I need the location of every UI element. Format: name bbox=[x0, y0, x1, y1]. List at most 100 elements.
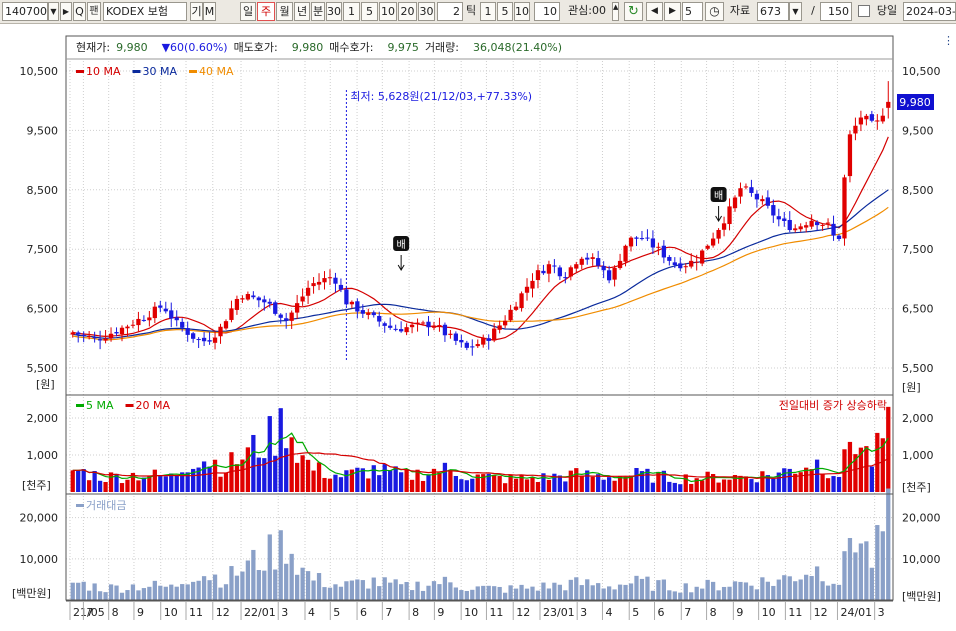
candle-body bbox=[431, 325, 437, 328]
amount-bar bbox=[804, 574, 809, 600]
period-button-8[interactable]: 10 bbox=[379, 2, 397, 21]
candle-body bbox=[585, 257, 590, 260]
data-count-select[interactable]: 673 bbox=[757, 2, 789, 21]
candle-body bbox=[880, 115, 885, 122]
amount-bar bbox=[738, 581, 743, 600]
volume-bar bbox=[754, 482, 760, 492]
amount-bar bbox=[678, 592, 683, 600]
volume-bar bbox=[125, 479, 130, 492]
date-input[interactable]: 2024-03-2 bbox=[903, 2, 956, 21]
period-button-4[interactable]: 분 bbox=[311, 2, 325, 21]
period-button-3[interactable]: 년 bbox=[294, 2, 310, 21]
stepper-icon[interactable]: ▲▼ bbox=[612, 2, 619, 21]
search-code-button[interactable]: Q bbox=[73, 2, 86, 21]
volume-bar bbox=[776, 472, 781, 492]
candle-body bbox=[316, 281, 322, 285]
amount-bar bbox=[108, 584, 114, 600]
watch-label[interactable]: 관심:00 bbox=[568, 4, 606, 17]
clock-icon[interactable]: ◷ bbox=[705, 2, 724, 21]
candle-body bbox=[875, 120, 880, 122]
volume-unit-left: [천주] bbox=[22, 478, 51, 492]
tick-option-1[interactable]: 5 bbox=[497, 2, 513, 21]
amount-bar bbox=[262, 570, 267, 600]
next-icon[interactable]: ▶ bbox=[664, 2, 681, 21]
chevron-down-icon[interactable]: ▼ bbox=[789, 2, 802, 21]
tick-input[interactable]: 2 bbox=[437, 2, 463, 21]
candle-body bbox=[147, 317, 152, 321]
period-button-9[interactable]: 20 bbox=[398, 2, 417, 21]
period-button-5[interactable]: 30s bbox=[326, 2, 342, 21]
chart-area[interactable]: 10,500 10,500 9,500 9,500 8,500 8,500 7,500 7,5… bbox=[0, 24, 956, 628]
x-axis-label: 21/05 bbox=[73, 606, 105, 619]
candle-body bbox=[519, 293, 524, 309]
volume-bar bbox=[639, 471, 645, 492]
period-button-7[interactable]: 5 bbox=[361, 2, 378, 21]
candle-body bbox=[541, 270, 546, 274]
period-button-1[interactable]: 주 bbox=[257, 2, 275, 21]
candle-body bbox=[448, 333, 453, 335]
volume-bar bbox=[300, 455, 305, 492]
arrow-down-icon bbox=[397, 255, 405, 271]
period-button-0[interactable]: 일 bbox=[240, 2, 256, 21]
volume-bar bbox=[130, 472, 136, 492]
amount-bar bbox=[333, 584, 338, 600]
candle-body bbox=[656, 246, 661, 248]
tick-count-input[interactable]: 10 bbox=[534, 2, 560, 21]
x-axis-label: 8 bbox=[710, 606, 717, 619]
amount-bar bbox=[366, 588, 371, 600]
amount-bar bbox=[831, 583, 836, 600]
candle-body bbox=[470, 346, 475, 348]
page-size-input[interactable]: 150 bbox=[820, 2, 852, 21]
amount-bar bbox=[782, 575, 787, 600]
dropdown-arrow-icon[interactable]: ▼ bbox=[48, 2, 59, 21]
volume-bar bbox=[174, 475, 179, 492]
volume-bar bbox=[738, 475, 743, 492]
m-button[interactable]: M bbox=[203, 2, 216, 21]
amount-bar bbox=[305, 571, 311, 600]
amount-bar bbox=[574, 577, 579, 600]
price-legend-label: 30 MA bbox=[143, 65, 178, 78]
candle-body bbox=[831, 223, 836, 236]
play-icon[interactable]: ▶ bbox=[60, 2, 72, 21]
candle-body bbox=[574, 264, 579, 269]
price-legend-swatch bbox=[76, 70, 84, 73]
tick-option-2[interactable]: 10 bbox=[514, 2, 530, 21]
price-tick-label-left: 10,500 bbox=[20, 65, 59, 78]
tick-option-0[interactable]: 1 bbox=[480, 2, 496, 21]
fan-button[interactable]: 팬 bbox=[87, 2, 101, 21]
amount-bar bbox=[234, 575, 240, 600]
candle-body bbox=[464, 342, 469, 348]
refresh-icon[interactable]: ↻ bbox=[624, 2, 643, 21]
stock-code-input[interactable]: 140700 bbox=[2, 2, 48, 21]
volume-bar bbox=[185, 472, 190, 492]
amount-bar bbox=[661, 579, 666, 600]
volume-bar bbox=[399, 472, 404, 492]
step-input[interactable]: 5 bbox=[682, 2, 703, 21]
volume-bar bbox=[114, 473, 119, 492]
period-button-6[interactable]: 1 bbox=[343, 2, 360, 21]
candle-body bbox=[886, 101, 891, 108]
volume-bar bbox=[459, 479, 464, 492]
amount-bar bbox=[508, 585, 513, 600]
period-button-10[interactable]: 30 bbox=[418, 2, 435, 21]
period-button-2[interactable]: 월 bbox=[276, 2, 293, 21]
volume-bar bbox=[645, 468, 650, 492]
candle-body bbox=[278, 314, 283, 318]
candle-body bbox=[683, 266, 688, 268]
candle-body bbox=[191, 333, 196, 339]
slash-label: / bbox=[811, 4, 815, 17]
candle-body bbox=[130, 324, 136, 326]
candle-body bbox=[256, 297, 261, 301]
volume-bar bbox=[880, 438, 885, 492]
candle-body bbox=[481, 337, 486, 345]
today-checkbox[interactable] bbox=[858, 5, 870, 17]
candle-body bbox=[103, 338, 108, 341]
volume-bar bbox=[541, 473, 546, 492]
candle-body bbox=[782, 218, 787, 221]
amount-bar bbox=[842, 551, 847, 600]
candle-body bbox=[349, 301, 355, 305]
ki-button[interactable]: 기 bbox=[190, 2, 203, 21]
amount-bar bbox=[218, 587, 223, 600]
prev-icon[interactable]: ◀ bbox=[646, 2, 663, 21]
candle-body bbox=[623, 245, 628, 262]
